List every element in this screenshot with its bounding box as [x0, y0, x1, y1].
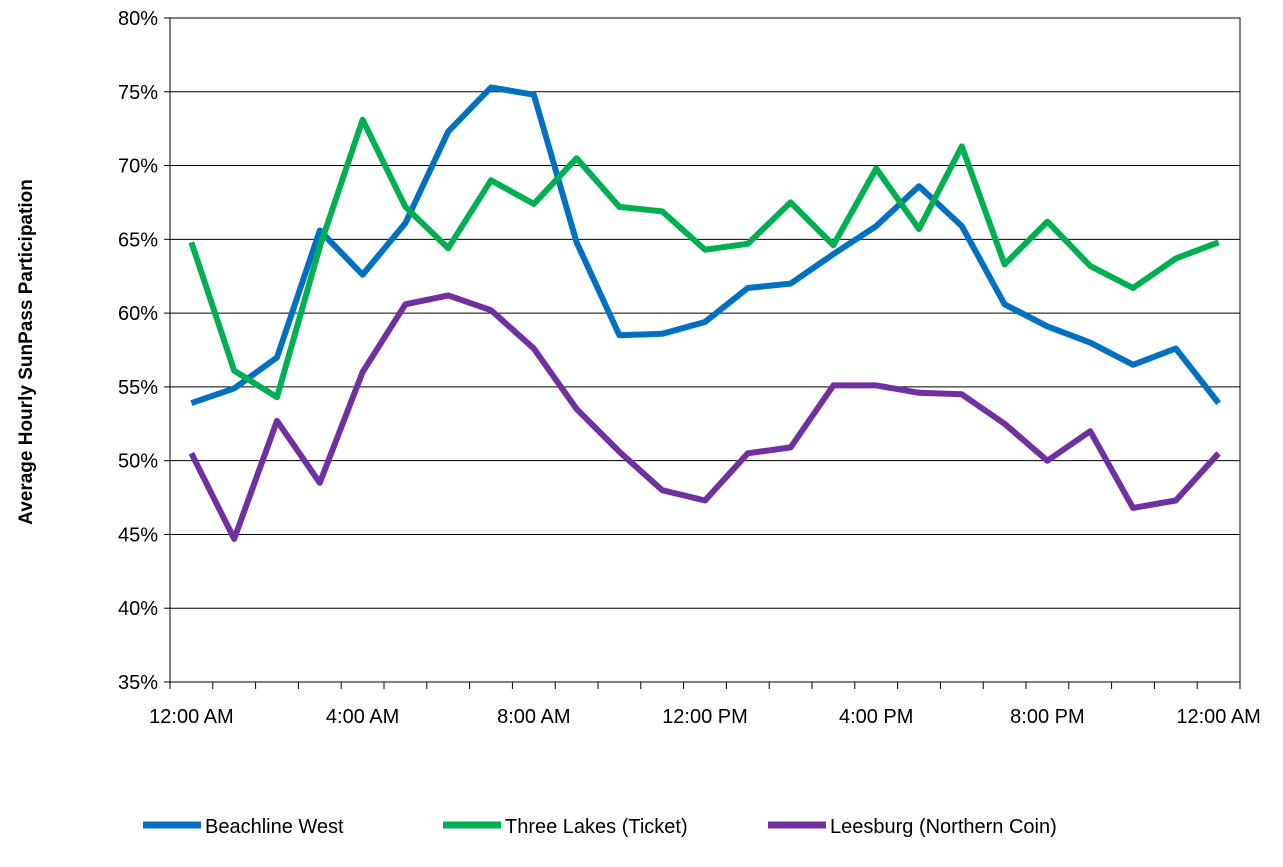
y-tick-label: 40% — [118, 598, 158, 620]
y-axis-title: Average Hourly SunPass Participation — [16, 179, 37, 525]
gridlines — [170, 17, 1240, 609]
tick-labels: 35% 40% 45% 50% 55% 60% 65% 70% 75% 80% 12:00 AM 4:… — [118, 8, 1261, 728]
plot-area-border — [169, 17, 1241, 683]
y-tick-label: 80% — [118, 8, 158, 30]
x-tick-label: 4:00 PM — [839, 706, 913, 728]
series-line-2 — [188, 116, 1220, 401]
y-tick-label: 65% — [118, 229, 158, 251]
x-tick-label: 8:00 AM — [497, 706, 570, 728]
y-tick-label: 50% — [118, 451, 158, 473]
y-tick-label: 35% — [118, 672, 158, 694]
y-tick-label: 45% — [118, 524, 158, 546]
series-lines — [188, 84, 1221, 542]
x-tick-label: 8:00 PM — [1010, 706, 1084, 728]
axes — [164, 17, 1241, 689]
y-tick-label: 55% — [118, 377, 158, 399]
legend-label: Beachline West — [205, 816, 344, 838]
series-line-1 — [190, 84, 1221, 406]
series-line-3 — [188, 292, 1221, 542]
x-tick-label: 4:00 AM — [326, 706, 399, 728]
y-tick-label: 60% — [118, 303, 158, 325]
x-tick-label: 12:00 PM — [662, 706, 748, 728]
legend-label: Three Lakes (Ticket) — [505, 816, 688, 838]
legend-label: Leesburg (Northern Coin) — [830, 816, 1057, 838]
y-tick-label: 75% — [118, 82, 158, 104]
x-tick-label: 12:00 AM — [149, 706, 234, 728]
y-tick-label: 70% — [118, 156, 158, 178]
legend: Beachline West Three Lakes (Ticket) Leesbu… — [143, 816, 1057, 838]
x-tick-label: 12:00 AM — [1176, 706, 1261, 728]
